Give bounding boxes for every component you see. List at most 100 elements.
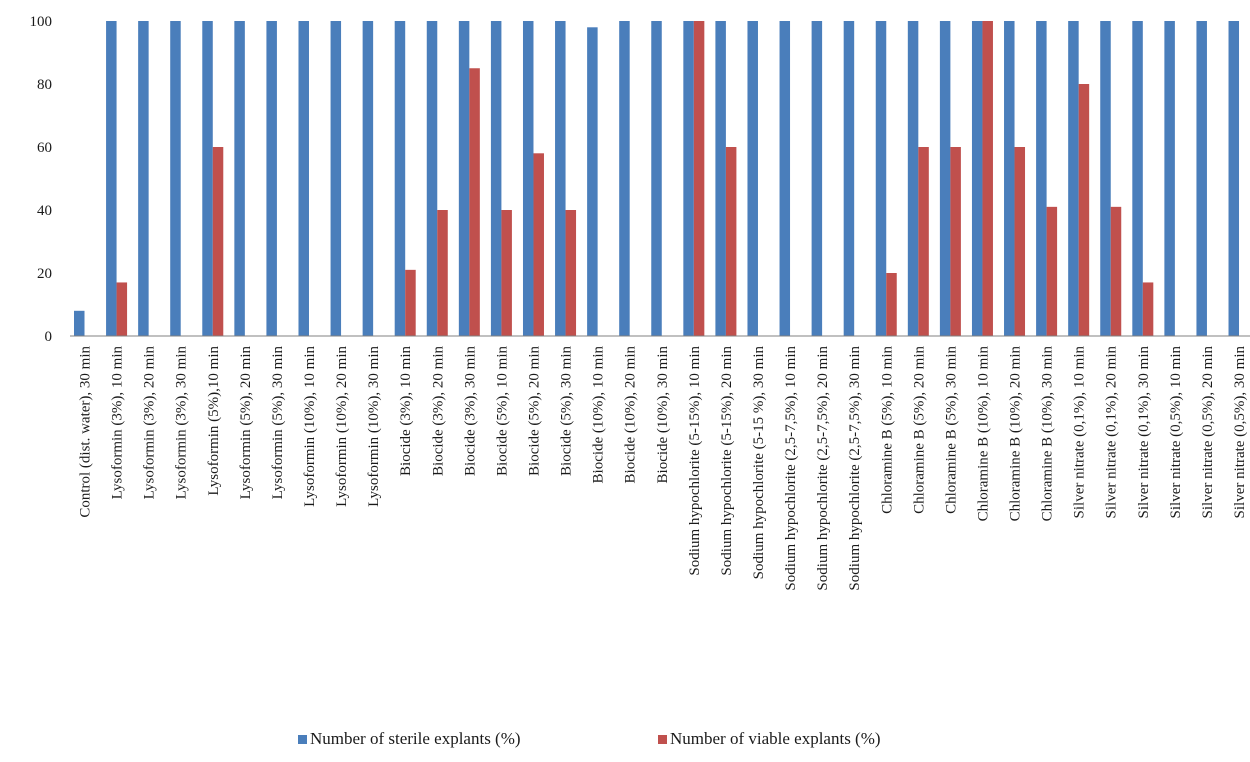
bar-sterile — [1164, 21, 1175, 336]
y-axis: 0 20 40 60 80 100 — [30, 14, 53, 345]
bar-viable — [886, 273, 897, 336]
bar-sterile — [1036, 21, 1047, 336]
y-tick-label: 60 — [37, 140, 52, 156]
x-tick-label: Chloramine B (10%), 10 min — [975, 346, 991, 522]
x-tick-label: Biocide (3%), 20 min — [430, 346, 446, 476]
x-tick-label: Chloramine B (5%), 20 min — [911, 346, 927, 514]
bar-viable — [1046, 206, 1058, 336]
bar-viable — [565, 210, 577, 336]
x-tick-label: Lysoformin (5%),10 min — [206, 346, 222, 496]
x-tick-label: Sodium hypochlorite (2,5-7,5%), 10 min — [783, 346, 799, 591]
x-tick-label: Silver nitrate (0,5%), 10 min — [1168, 346, 1184, 519]
bar-sterile — [362, 21, 374, 336]
bar-viable — [950, 147, 961, 336]
bar-sterile — [202, 21, 213, 336]
legend-label: Number of viable explants (%) — [670, 729, 881, 748]
x-tick-label: Sodium hypochlorite (2,5-7,5%), 30 min — [847, 346, 863, 591]
bar-viable — [501, 210, 512, 336]
bar-sterile — [1004, 21, 1015, 336]
bar-sterile — [266, 21, 277, 336]
y-tick-label: 100 — [30, 14, 53, 30]
bar-sterile — [875, 21, 887, 336]
bar-viable — [725, 147, 737, 336]
x-tick-label: Control (dist. water), 30 min — [78, 346, 94, 518]
bar-sterile — [811, 21, 823, 336]
x-tick-label: Biocide (5%), 20 min — [526, 346, 542, 476]
bar-sterile — [394, 21, 406, 336]
bar-sterile — [298, 21, 309, 336]
x-tick-label: Biocide (3%), 10 min — [398, 346, 414, 476]
x-tick-label: Lysoformin (10%), 10 min — [302, 346, 318, 507]
bar-sterile — [490, 21, 502, 336]
legend: Number of sterile explants (%) Number of … — [298, 729, 881, 748]
x-tick-label: Chloramine B (10%), 30 min — [1040, 346, 1056, 522]
bar-sterile — [1132, 21, 1143, 336]
x-tick-label: Chloramine B (5%), 10 min — [879, 346, 895, 514]
bar-sterile — [426, 21, 438, 336]
bar-sterile — [939, 21, 951, 336]
bar-sterile — [619, 21, 630, 336]
bar-viable — [116, 282, 128, 336]
x-tick-label: Silver nitrate (0,1%), 20 min — [1104, 346, 1120, 519]
x-tick-label: Lysoformin (5%), 30 min — [270, 346, 286, 500]
y-tick-label: 0 — [45, 329, 53, 345]
bar-sterile — [587, 27, 598, 337]
bar-viable — [533, 153, 544, 336]
bar-viable — [405, 269, 416, 336]
x-tick-label: Biocide (5%), 30 min — [559, 346, 575, 476]
bar-sterile — [1196, 21, 1207, 336]
y-tick-label: 80 — [37, 77, 52, 93]
bar-sterile — [971, 21, 983, 336]
x-tick-label: Chloramine B (10%), 20 min — [1008, 346, 1024, 522]
x-tick-label: Sodium hypochlorite (2,5-7,5%), 20 min — [815, 346, 831, 591]
bars — [74, 21, 1240, 337]
bar-sterile — [234, 21, 245, 336]
x-tick-label: Silver nitrate (0,5%), 30 min — [1232, 346, 1248, 519]
bar-sterile — [74, 310, 85, 336]
x-tick-label: Silver nitrate (0,1%), 10 min — [1072, 346, 1088, 519]
bar-sterile — [779, 21, 791, 336]
bar-viable — [1110, 206, 1122, 336]
legend-label: Number of sterile explants (%) — [310, 729, 521, 748]
bar-viable — [1078, 84, 1090, 336]
x-tick-label: Sodium hypochlorite (5-15 %), 30 min — [751, 346, 767, 580]
bar-viable — [693, 21, 705, 336]
x-axis-labels: Control (dist. water), 30 min Lysoformin … — [78, 346, 1249, 591]
bar-sterile — [330, 21, 342, 336]
bar-sterile — [747, 21, 758, 336]
bar-sterile — [170, 21, 181, 336]
x-tick-label: Sodium hypochlorite (5-15%), 20 min — [719, 346, 735, 576]
x-tick-label: Lysoformin (10%), 20 min — [334, 346, 350, 507]
bar-sterile — [555, 21, 566, 336]
bar-viable — [918, 147, 929, 336]
bar-sterile — [138, 21, 149, 336]
bar-sterile — [651, 21, 662, 336]
x-tick-label: Chloramine B (5%), 30 min — [943, 346, 959, 514]
x-tick-label: Biocide (10%), 10 min — [591, 346, 607, 484]
bar-sterile — [683, 21, 694, 336]
legend-swatch — [298, 735, 307, 744]
bar-sterile — [106, 21, 117, 336]
x-tick-label: Biocide (5%), 10 min — [494, 346, 510, 476]
x-tick-label: Biocide (3%), 30 min — [462, 346, 478, 476]
bar-sterile — [522, 21, 534, 336]
x-tick-label: Lysoformin (10%), 30 min — [366, 346, 382, 507]
legend-swatch — [658, 735, 667, 744]
bar-viable — [1014, 147, 1026, 336]
x-tick-label: Lysoformin (5%), 20 min — [238, 346, 254, 500]
bar-viable — [982, 21, 993, 336]
x-tick-label: Sodium hypochlorite (5-15%), 10 min — [687, 346, 703, 576]
x-tick-label: Biocide (10%), 30 min — [655, 346, 671, 484]
y-tick-label: 20 — [37, 266, 52, 282]
bar-viable — [437, 210, 448, 336]
bar-sterile — [1068, 21, 1079, 336]
bar-viable — [1142, 282, 1154, 336]
bar-sterile — [843, 21, 855, 336]
x-tick-label: Silver nitrate (0,5%), 20 min — [1200, 346, 1216, 519]
bar-sterile — [1228, 21, 1240, 336]
bar-viable — [212, 147, 224, 336]
bar-sterile — [907, 21, 919, 336]
bar-sterile — [458, 21, 470, 336]
y-tick-label: 40 — [37, 203, 52, 219]
